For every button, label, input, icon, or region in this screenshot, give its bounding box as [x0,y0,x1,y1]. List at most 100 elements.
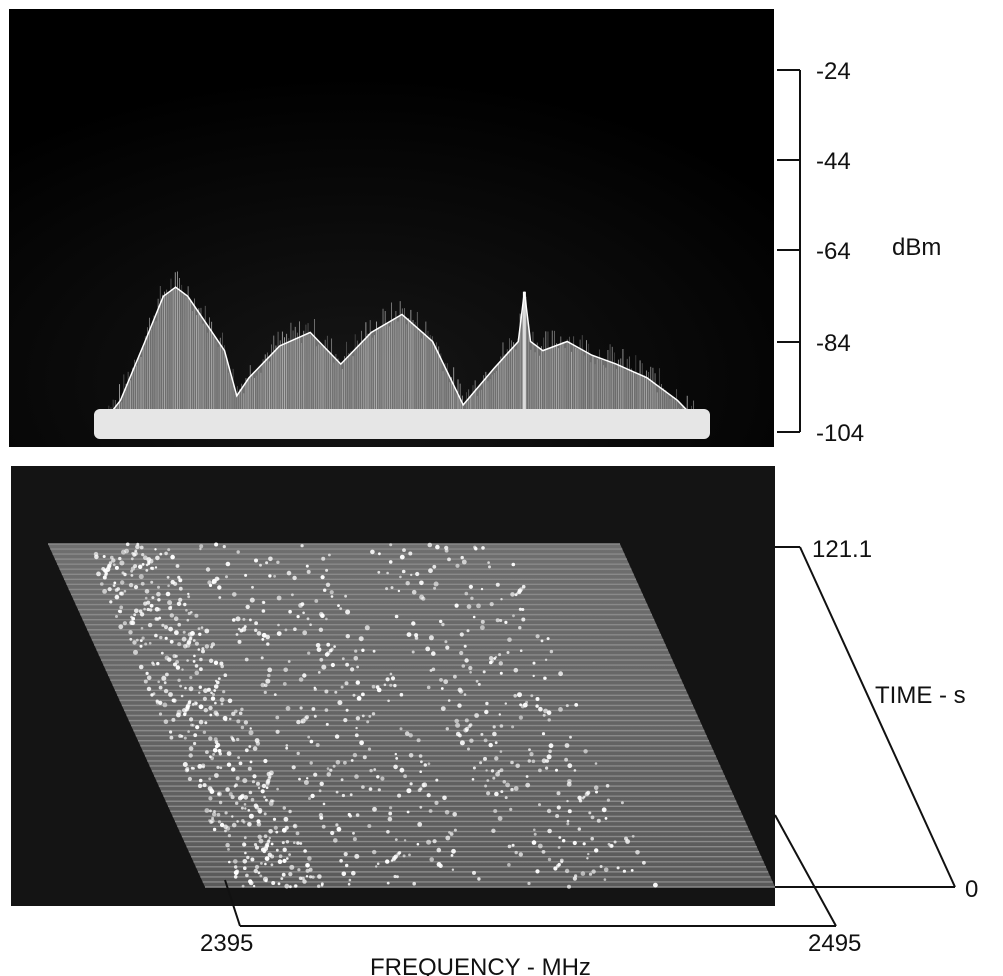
waterfall-burst-dot [564,757,568,762]
waterfall-burst-dot [352,831,355,835]
waterfall-burst-dot [128,582,134,588]
waterfall-burst-dot [385,677,390,682]
waterfall-burst-dot [507,637,512,642]
waterfall-burst-dot [291,765,296,770]
waterfall-burst-dot [564,868,570,874]
waterfall-burst-dot [494,756,499,761]
waterfall-burst-dot [270,863,274,867]
waterfall-burst-dot [254,621,258,626]
waterfall-burst-dot [205,567,211,572]
waterfall-burst-dot [461,664,466,668]
waterfall-burst-dot [231,767,236,772]
waterfall-burst-dot [216,577,220,581]
waterfall-burst-dot [329,648,333,653]
waterfall-burst-dot [268,829,273,834]
waterfall-burst-dot [555,768,558,772]
waterfall-burst-dot [318,627,324,632]
waterfall-burst-dot [273,693,277,696]
waterfall-burst-dot [547,857,552,862]
waterfall-burst-dot [143,679,148,684]
waterfall-burst-dot [330,662,335,668]
waterfall-burst-dot [510,592,515,597]
waterfall-burst-dot [260,656,264,660]
waterfall-burst-dot [513,786,519,791]
waterfall-burst-dot [191,723,195,727]
waterfall-burst-dot [194,670,200,676]
waterfall-burst-dot [285,706,291,711]
waterfall-burst-dot [480,587,484,591]
waterfall-burst-dot [283,667,289,673]
waterfall-burst-dot [161,623,165,627]
waterfall-burst-dot [538,768,542,773]
waterfall-burst-dot [146,686,152,692]
waterfall-burst-dot [525,775,529,778]
waterfall-burst-dot [392,855,397,861]
waterfall-burst-dot [116,587,120,591]
waterfall-burst-dot [210,696,216,701]
waterfall-burst-dot [218,596,222,599]
waterfall-burst-dot [140,626,144,630]
waterfall-burst-dot [373,768,377,771]
waterfall-burst-dot [177,642,182,647]
waterfall-burst-dot [198,632,202,636]
waterfall-burst-dot [572,876,578,881]
waterfall-burst-dot [212,693,215,696]
waterfall-burst-dot [431,667,436,672]
waterfall-burst-dot [208,736,213,741]
waterfall-burst-dot [485,701,489,706]
waterfall-burst-dot [267,852,272,857]
waterfall-burst-dot [472,766,476,770]
waterfall-burst-dot [435,544,440,550]
waterfall-burst-dot [428,568,433,574]
waterfall-burst-dot [521,584,526,589]
waterfall-burst-dot [497,816,503,821]
waterfall-burst-dot [235,869,240,874]
waterfall-burst-dot [350,759,354,762]
waterfall-burst-dot [244,748,249,753]
waterfall-burst-dot [236,820,239,823]
waterfall-burst-dot [258,838,264,844]
waterfall-burst-dot [415,571,420,577]
waterfall-burst-dot [202,783,207,788]
waterfall-burst-dot [240,707,244,711]
waterfall-burst-dot [106,569,109,573]
waterfall-burst-dot [267,667,273,673]
waterfall-burst-dot [194,613,199,618]
waterfall-burst-dot [175,665,181,670]
waterfall-burst-dot [396,875,399,879]
waterfall-burst-dot [325,568,329,572]
waterfall-burst-dot [535,704,539,708]
waterfall-burst-dot [278,854,283,858]
waterfall-burst-dot [154,548,157,551]
waterfall-burst-dot [319,781,324,786]
waterfall-burst-dot [265,780,270,785]
waterfall-burst-dot [199,544,204,549]
waterfall-burst-dot [265,798,268,802]
waterfall-burst-dot [298,876,303,880]
waterfall-burst-dot [527,881,531,886]
waterfall-burst-dot [339,607,343,610]
waterfall-burst-dot [321,664,327,670]
waterfall-burst-dot [149,603,154,608]
waterfall-burst-dot [195,725,200,730]
waterfall-burst-dot [411,621,416,626]
waterfall-burst-dot [572,840,577,846]
waterfall-burst-dot [459,650,464,656]
waterfall-burst-dot [300,602,305,606]
waterfall-burst-dot [335,760,341,765]
waterfall-burst-dot [157,598,161,602]
waterfall-burst-dot [307,856,312,861]
waterfall-burst-dot [138,564,143,569]
waterfall-burst-dot [133,585,139,590]
waterfall-burst-dot [452,812,458,817]
waterfall-burst-dot [169,613,174,618]
waterfall-burst-dot [239,628,244,633]
frequency-axis-label: FREQUENCY - MHz [370,954,591,976]
waterfall-burst-dot [219,661,224,666]
waterfall-burst-dot [208,777,212,781]
waterfall-burst-dot [394,838,398,841]
waterfall-burst-dot [135,544,140,550]
waterfall-burst-dot [453,828,457,832]
waterfall-burst-dot [203,708,208,713]
waterfall-burst-dot [455,722,461,728]
